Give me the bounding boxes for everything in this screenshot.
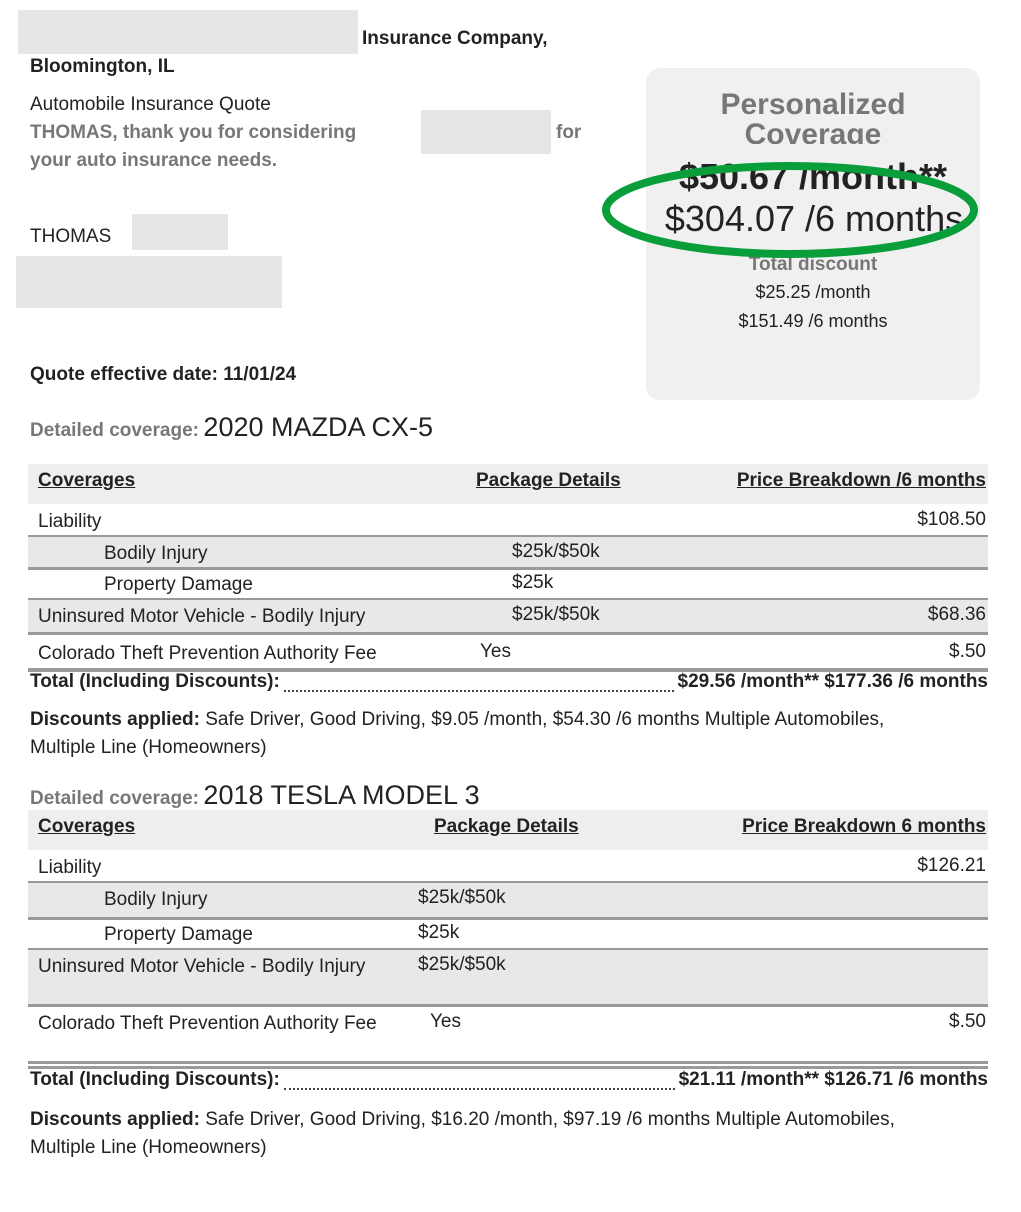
highlight-ellipse: [602, 162, 978, 258]
thanks-for: for: [556, 122, 582, 143]
coverage-name: Liability: [38, 511, 102, 532]
coverage-name: Bodily Injury: [104, 889, 208, 910]
coverage-name: Property Damage: [104, 924, 253, 945]
package-detail: $25k/$50k: [512, 541, 600, 562]
coverage-name: Uninsured Motor Vehicle - Bodily Injury: [38, 956, 366, 977]
summary-title-2: Coverage: [744, 118, 882, 144]
discounts-applied: Discounts applied: Safe Driver, Good Dri…: [30, 1109, 895, 1158]
coverage-name: Colorado Theft Prevention Authority Fee: [38, 643, 377, 664]
table-header: Coverages Package Details Price Breakdow…: [28, 810, 988, 850]
redacted-agent: [421, 110, 551, 154]
package-detail: $25k: [418, 922, 460, 943]
table-row: Uninsured Motor Vehicle - Bodily Injury …: [28, 600, 988, 635]
coverage-name: Uninsured Motor Vehicle - Bodily Injury: [38, 606, 366, 627]
company-suffix: Insurance Company,: [362, 28, 548, 49]
table-row: Colorado Theft Prevention Authority Fee …: [28, 1007, 988, 1064]
table-row: Liability $126.21: [28, 851, 988, 884]
summary-box: Personalized Coverage $50.67 /month** $3…: [646, 68, 980, 400]
price: $.50: [949, 641, 986, 662]
discount-6-months: $151.49 /6 months: [738, 311, 888, 331]
package-detail: $25k: [512, 572, 554, 593]
coverage-name: Colorado Theft Prevention Authority Fee: [38, 1013, 377, 1034]
table-row: Property Damage $25k: [28, 568, 988, 601]
document-title: Automobile Insurance Quote: [30, 94, 271, 115]
thanks-line-1: THOMAS, thank you for considering: [30, 122, 357, 143]
table-row: Liability $108.50: [28, 505, 988, 538]
discounts-applied: Discounts applied: Safe Driver, Good Dri…: [30, 709, 885, 758]
price: $68.36: [927, 604, 986, 625]
table-row: Property Damage $25k: [28, 918, 988, 951]
discount-label: Total discount: [748, 254, 878, 275]
vehicle-heading: Detailed coverage: 2020 MAZDA CX-5: [30, 412, 434, 442]
package-detail: $25k/$50k: [512, 604, 600, 625]
discount-month: $25.25 /month: [755, 282, 871, 302]
coverage-name: Property Damage: [104, 574, 253, 595]
redacted-company-name: [18, 10, 358, 54]
table-row: Bodily Injury $25k/$50k: [28, 537, 988, 570]
total-row: Total (Including Discounts): $29.56 /mont…: [28, 668, 988, 699]
table-row: Bodily Injury $25k/$50k: [28, 883, 988, 920]
customer-name: THOMAS: [30, 226, 112, 247]
package-detail: Yes: [430, 1011, 461, 1032]
table-header: Coverages Package Details Price Breakdow…: [28, 464, 988, 504]
redacted-address: [16, 256, 282, 308]
package-detail: $25k/$50k: [418, 887, 506, 908]
package-detail: $25k/$50k: [418, 954, 506, 975]
package-detail: Yes: [480, 641, 511, 662]
price: $126.21: [917, 855, 986, 876]
total-row: Total (Including Discounts): $21.11 /mont…: [28, 1066, 988, 1097]
effective-date: Quote effective date: 11/01/24: [30, 364, 297, 385]
price: $108.50: [917, 509, 986, 530]
redacted-surname: [132, 214, 228, 250]
company-city: Bloomington, IL: [30, 56, 175, 77]
price: $.50: [949, 1011, 986, 1032]
vehicle-heading: Detailed coverage: 2018 TESLA MODEL 3: [30, 780, 480, 810]
coverage-name: Liability: [38, 857, 102, 878]
coverage-name: Bodily Injury: [104, 543, 208, 564]
table-row: Uninsured Motor Vehicle - Bodily Injury …: [28, 950, 988, 1007]
summary-title-1: Personalized: [720, 88, 906, 121]
six-month-price: $304.07 /6 months: [664, 198, 964, 239]
thanks-line-2: your auto insurance needs.: [30, 150, 278, 171]
table-row: Colorado Theft Prevention Authority Fee …: [28, 637, 988, 672]
